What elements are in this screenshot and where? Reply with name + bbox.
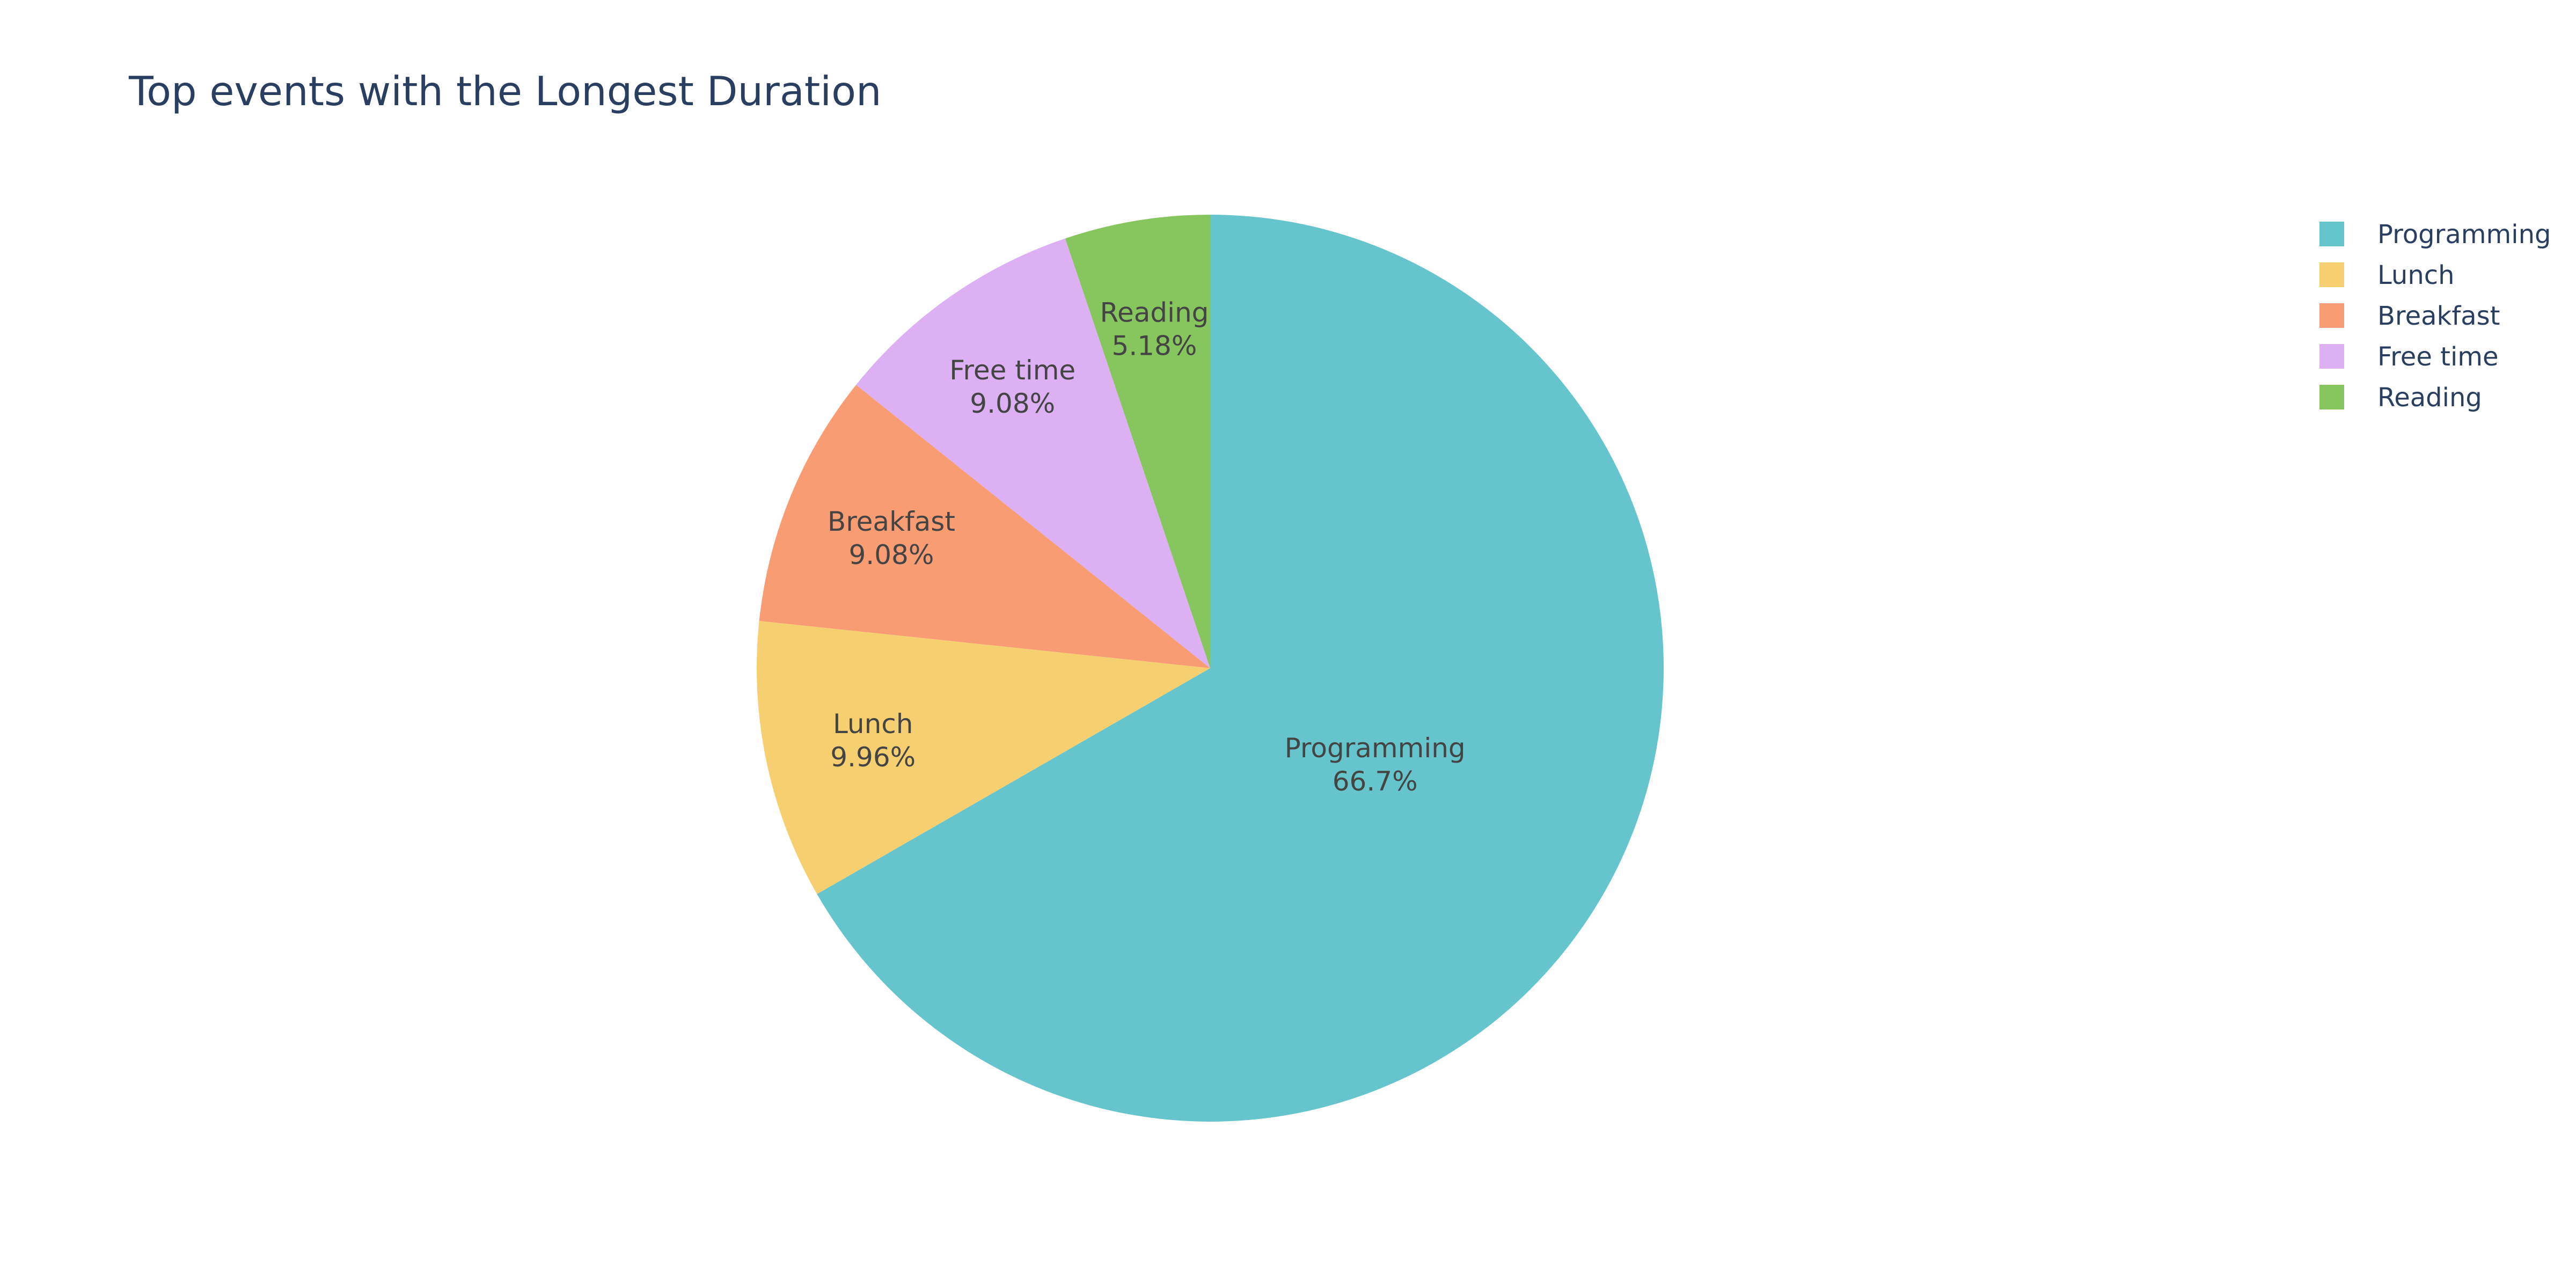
pie-labels: Programming66.7%Lunch9.96%Breakfast9.08%…	[828, 297, 1466, 796]
slice-percent-programming: 66.7%	[1333, 766, 1418, 797]
pie-slice-programming	[817, 215, 1664, 1122]
legend-swatch-free-time	[2319, 344, 2344, 369]
legend-item-programming[interactable]: Programming	[2319, 219, 2551, 250]
pie-slice-free-time	[856, 238, 1210, 668]
legend-label-programming: Programming	[2377, 219, 2551, 250]
slice-label-reading: Reading	[1100, 297, 1209, 328]
slice-label-programming: Programming	[1285, 733, 1466, 764]
slice-label-lunch: Lunch	[833, 708, 913, 740]
pie-slice-reading	[1065, 215, 1210, 668]
legend-item-breakfast[interactable]: Breakfast	[2319, 301, 2500, 331]
legend-item-free-time[interactable]: Free time	[2319, 342, 2499, 372]
legend-label-breakfast: Breakfast	[2377, 301, 2500, 331]
legend-item-reading[interactable]: Reading	[2319, 383, 2482, 413]
slice-percent-free-time: 9.08%	[970, 388, 1055, 419]
legend-label-reading: Reading	[2377, 383, 2482, 413]
slice-percent-reading: 5.18%	[1112, 330, 1197, 361]
slice-label-breakfast: Breakfast	[828, 506, 955, 537]
pie-slice-lunch	[757, 621, 1210, 894]
legend-label-lunch: Lunch	[2377, 260, 2455, 290]
slice-label-free-time: Free time	[949, 355, 1075, 386]
pie-slices	[757, 215, 1664, 1122]
legend: Programming Lunch Breakfast Free time Readin…	[2319, 219, 2551, 413]
chart-title: Top events with the Longest Duration	[128, 68, 882, 115]
legend-swatch-programming	[2319, 222, 2344, 246]
legend-swatch-reading	[2319, 385, 2344, 409]
slice-percent-breakfast: 9.08%	[848, 539, 934, 570]
slice-percent-lunch: 9.96%	[830, 742, 916, 773]
legend-label-free-time: Free time	[2377, 342, 2499, 372]
pie-slice-breakfast	[759, 385, 1210, 668]
legend-swatch-breakfast	[2319, 303, 2344, 328]
legend-swatch-lunch	[2319, 262, 2344, 287]
legend-item-lunch[interactable]: Lunch	[2319, 260, 2455, 290]
